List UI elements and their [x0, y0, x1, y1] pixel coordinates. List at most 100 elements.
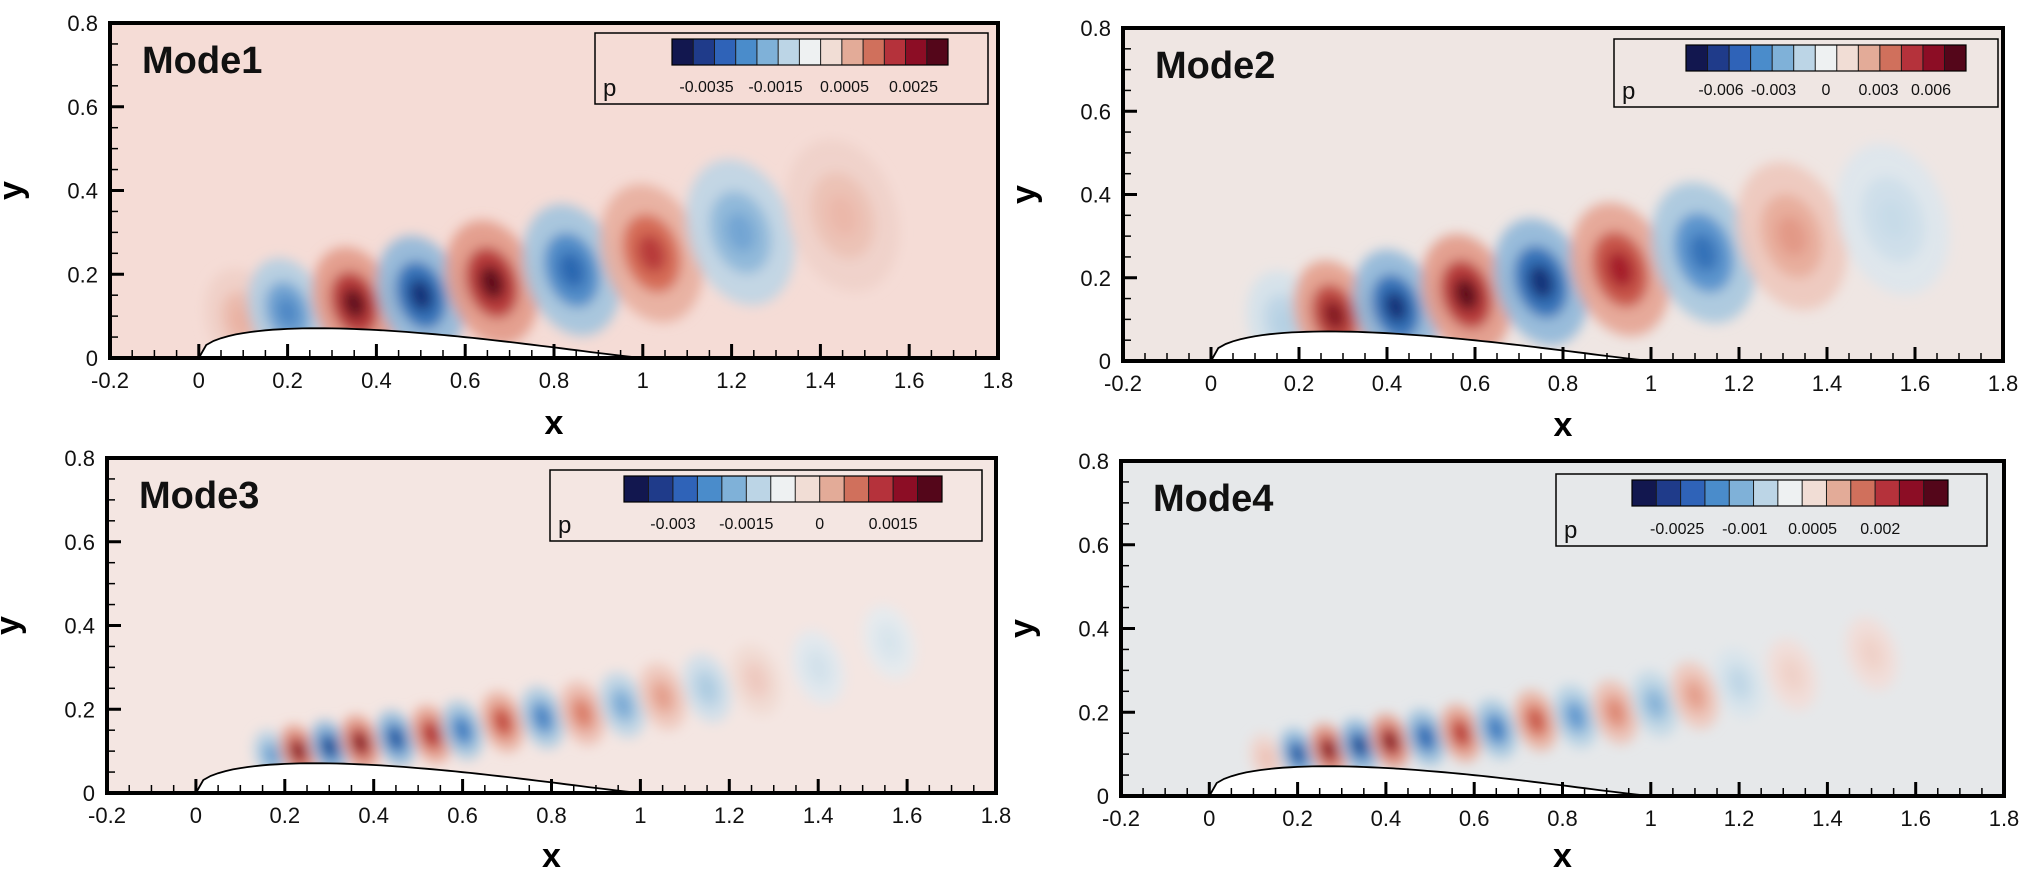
x-tick-label: 1.4	[805, 368, 836, 393]
structure-core	[1785, 664, 1800, 685]
structure-core	[1877, 198, 1909, 241]
x-tick-label: 1.2	[716, 368, 747, 393]
colorbar-swatch	[1729, 45, 1752, 71]
structure-core	[1606, 251, 1634, 288]
colorbar-swatch	[1704, 480, 1730, 506]
x-tick-label: 1	[634, 803, 646, 828]
structure-core	[1569, 707, 1582, 726]
x-axis-title: x	[542, 837, 561, 875]
x-tick-label: 0.6	[1460, 371, 1491, 396]
colorbar-swatch	[697, 476, 723, 502]
structure-core	[390, 730, 402, 747]
colorbar-swatch	[1879, 45, 1902, 71]
structure-core	[1688, 686, 1702, 705]
colorbar-legend: p -0.0025 -0.001 0.0005 0.002	[1555, 473, 1988, 547]
colorbar-swatch	[648, 476, 674, 502]
colorbar-swatch	[795, 476, 821, 502]
x-tick-label: 0.8	[1548, 371, 1579, 396]
colorbar-variable: p	[1622, 78, 1635, 105]
x-tick-label: 1.8	[1989, 806, 2020, 831]
structure-core	[1453, 277, 1479, 311]
colorbar-swatch	[778, 39, 800, 65]
structure-core	[456, 722, 469, 739]
colorbar-swatch	[884, 39, 907, 65]
colorbar-swatch	[1772, 45, 1795, 71]
structure-core	[479, 265, 505, 300]
x-tick-label: 1.8	[981, 803, 1012, 828]
colorbar-swatch	[1707, 45, 1730, 71]
structure-core	[232, 306, 254, 335]
colorbar-legend: p -0.003 -0.0015 0 0.0015	[549, 469, 983, 542]
mode-title: Mode1	[142, 40, 262, 82]
colorbar-tick-label: -0.0015	[719, 516, 773, 533]
x-tick-label: 1.2	[1724, 806, 1755, 831]
structure-core	[1455, 725, 1467, 742]
structure-core	[266, 748, 277, 763]
structure-core	[827, 194, 859, 237]
colorbar-variable: p	[603, 75, 616, 102]
colorbar-swatch	[926, 39, 949, 65]
structure-core	[408, 279, 433, 312]
colorbar-outline	[1631, 479, 1949, 507]
x-tick-label: 1.2	[1724, 371, 1755, 396]
structure-core	[700, 678, 714, 698]
colorbar-swatch	[1777, 480, 1803, 506]
colorbar-swatch	[1901, 45, 1924, 71]
colorbar-tick-label: 0.003	[1858, 82, 1898, 99]
mode-title: Mode3	[139, 475, 259, 517]
x-tick-label: -0.2	[1102, 806, 1140, 831]
colorbar-swatch	[672, 39, 694, 65]
y-tick-label: 0	[1097, 784, 1109, 809]
y-tick-label: 0.2	[1078, 700, 1109, 725]
colorbar-tick-label: 0.0005	[1788, 521, 1837, 538]
colorbar-tick-label: -0.003	[650, 516, 695, 533]
colorbar-variable: p	[1564, 517, 1577, 544]
y-tick-label: 0	[83, 781, 95, 806]
x-tick-label: 0.2	[1282, 806, 1313, 831]
colorbar-swatch	[624, 476, 649, 502]
structure-group	[1248, 617, 1898, 784]
structure-core	[1323, 742, 1334, 758]
y-tick-label: 0.4	[64, 614, 95, 639]
structure-group	[204, 139, 900, 358]
colorbar-outline	[1685, 44, 1967, 72]
structure-core	[1275, 309, 1297, 338]
colorbar-swatch	[799, 39, 822, 65]
x-tick-label: 0.6	[447, 803, 478, 828]
panel-mode-4: -0.2 0 0.2 0.4 0.6 0.8 1 1.2 1.4 1.6 1.800.20.40.6…	[1003, 449, 2019, 875]
colorbar-outline	[671, 38, 949, 66]
colorbar-swatch	[1899, 480, 1925, 506]
structure-core	[1292, 747, 1303, 762]
x-tick-label: 0.4	[361, 368, 392, 393]
x-tick-label: 0.8	[536, 803, 567, 828]
y-tick-label: 0	[86, 346, 98, 371]
colorbar-tick-label: 0.006	[1911, 82, 1951, 99]
colorbar-swatch	[1923, 480, 1949, 506]
structure-core	[1384, 734, 1396, 750]
colorbar-swatch	[1850, 480, 1876, 506]
colorbar-tick-label: -0.006	[1698, 82, 1743, 99]
x-tick-label: 0.2	[1284, 371, 1315, 396]
colorbar-tick-label: 0.0005	[820, 79, 869, 96]
y-tick-label: 0	[1099, 349, 1111, 374]
colorbar-swatch	[1793, 45, 1816, 71]
colorbar-outline	[623, 475, 943, 503]
y-tick-label: 0.6	[1080, 99, 1111, 124]
colorbar-swatch	[1826, 480, 1852, 506]
structure-core	[425, 726, 438, 743]
structure-core	[1689, 233, 1719, 272]
colorbar-variable: p	[558, 512, 571, 539]
mode-title: Mode2	[1155, 45, 1275, 87]
y-tick-label: 0.8	[67, 11, 98, 36]
x-tick-label: 1.4	[803, 803, 834, 828]
structure-core	[1776, 215, 1807, 257]
colorbar-swatch	[756, 39, 779, 65]
structure-core	[1490, 720, 1503, 738]
y-tick-label: 0.8	[1078, 449, 1109, 474]
x-tick-label: 1.6	[892, 803, 923, 828]
panel-mode-3: -0.2 0 0.2 0.4 0.6 0.8 1 1.2 1.4 1.6 1.800.20.40.6…	[0, 446, 1011, 875]
x-tick-label: 1.2	[714, 803, 745, 828]
colorbar-swatch	[841, 39, 864, 65]
y-tick-label: 0.4	[1078, 617, 1109, 642]
y-axis-title: y	[1005, 185, 1043, 204]
